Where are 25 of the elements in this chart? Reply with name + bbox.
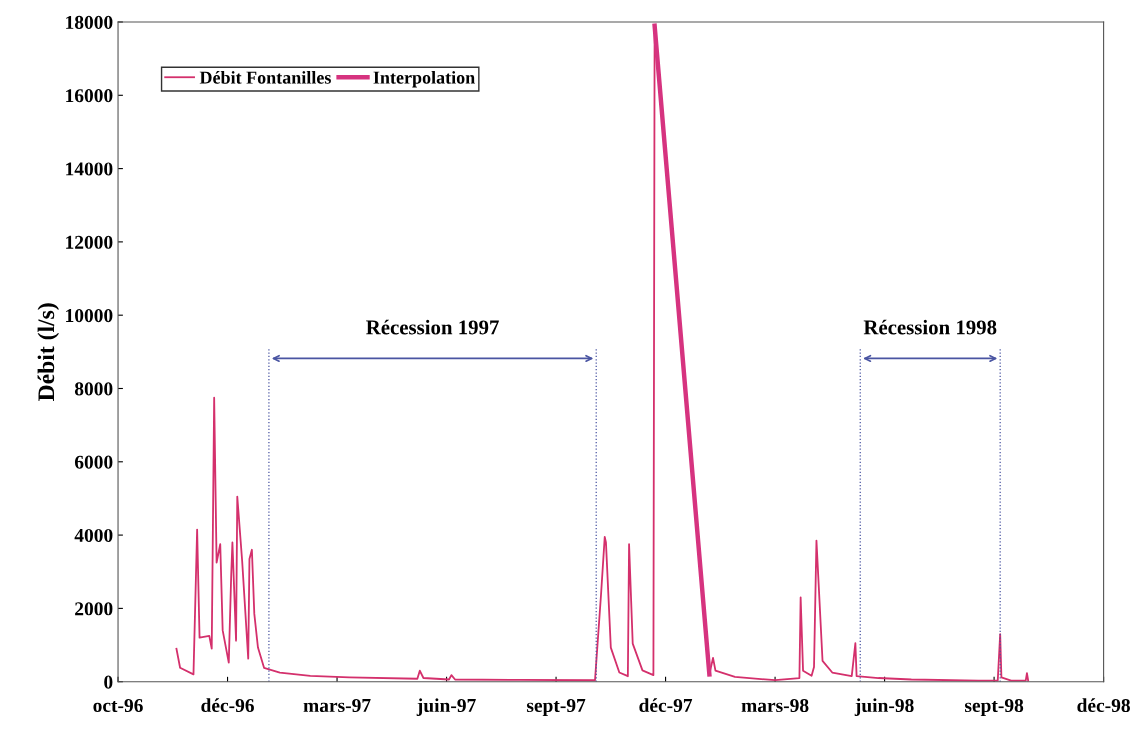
x-tick-label: juin-98 — [854, 698, 914, 716]
y-tick-label: 12000 — [66, 235, 113, 249]
x-tick-label: déc-97 — [639, 698, 693, 713]
y-tick-label: 0 — [104, 675, 113, 689]
y-tick-label: 6000 — [74, 455, 113, 469]
x-tick-label: mars-97 — [303, 698, 371, 713]
annotation: Récession 1998 — [863, 319, 997, 335]
x-tick-label: juin-97 — [416, 698, 476, 716]
y-tick-label: 16000 — [66, 89, 113, 103]
x-tick-label: déc-98 — [1077, 698, 1130, 713]
annotation: Récession 1997 — [366, 319, 499, 335]
x-tick-label: sept-98 — [964, 698, 1024, 716]
y-tick-label: 8000 — [74, 382, 113, 396]
x-tick-label: sept-97 — [526, 698, 586, 716]
legend-label: Débit Fontanilles — [199, 71, 331, 84]
y-tick-label: 2000 — [75, 602, 113, 616]
y-tick-label: 14000 — [66, 162, 113, 176]
x-tick-label: déc-96 — [201, 698, 254, 713]
x-tick-label: oct-96 — [93, 698, 143, 713]
x-tick-label: mars-98 — [741, 698, 809, 713]
legend-label: Interpolation — [373, 71, 475, 88]
y-tick-label: 10000 — [66, 309, 113, 323]
y-tick-label: 18000 — [66, 15, 113, 29]
y-axis-title: Débit (l/s) — [37, 303, 60, 401]
y-tick-label: 4000 — [74, 528, 113, 543]
